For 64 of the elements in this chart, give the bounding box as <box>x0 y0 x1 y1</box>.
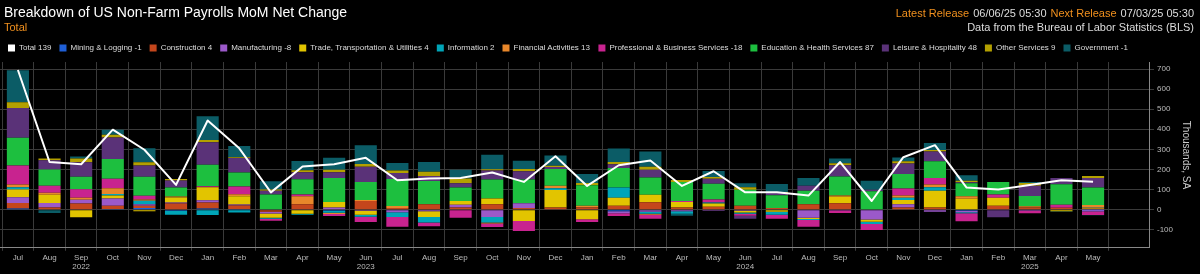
x-tick-label: Oct <box>865 252 879 262</box>
x-tick-label: Jan <box>960 252 974 262</box>
legend-label: Leisure & Hospitality 48 <box>892 43 978 53</box>
x-tick-label: Mar <box>643 252 658 262</box>
x-tick-label: Jan <box>580 252 594 262</box>
legend-label: Professional & Business Services -18 <box>609 43 743 53</box>
text: Data from the Bureau of Labor Statistics (BLS) <box>967 21 1194 33</box>
x-tick-label: Mar <box>264 252 279 262</box>
y-tick-label: 0 <box>1156 204 1162 214</box>
x-tick-label: Jul <box>771 252 783 262</box>
x-tick-label: Jun 2024 <box>736 252 755 272</box>
legend-label: Mining & Logging -1 <box>70 43 143 53</box>
x-tick-label: Feb <box>611 252 627 262</box>
x-tick-label: Oct <box>106 252 120 262</box>
text: 06/06/25 05:30 <box>973 7 1047 19</box>
x-tick-label: Apr <box>296 252 310 262</box>
legend-label: Manufacturing -8 <box>231 43 292 53</box>
x-tick-label: Jun 2023 <box>356 252 376 272</box>
x-tick-label: Nov <box>516 252 531 262</box>
x-tick-label: Apr <box>1055 252 1069 262</box>
x-tick-label: Oct <box>486 252 500 262</box>
y-tick-label: 100 <box>1156 184 1171 194</box>
legend-label: Information 2 <box>447 43 496 53</box>
legend-label: Government -1 <box>1074 43 1129 53</box>
chart-title: Breakdown of US Non-Farm Payrolls MoM Net Change <box>4 4 348 20</box>
x-tick-label: Jan <box>201 252 215 262</box>
legend-label: Financial Activities 13 <box>513 43 591 53</box>
text: Latest Release <box>895 7 970 19</box>
y-tick-label: 700 <box>1156 64 1171 74</box>
text: Next Release <box>1050 7 1117 19</box>
y-axis-title: Thousands, SA <box>1181 120 1193 190</box>
x-tick-label: Aug <box>42 252 57 262</box>
x-tick-label: Sep <box>453 252 469 262</box>
x-tick-label: Feb <box>232 252 247 262</box>
y-tick-label: 600 <box>1156 84 1171 94</box>
x-tick-label: Aug <box>421 252 437 262</box>
y-tick-label: 300 <box>1156 144 1171 154</box>
x-tick-label: May <box>706 252 722 262</box>
x-tick-label: Dec <box>927 252 943 262</box>
legend-label: Other Services 9 <box>995 43 1057 53</box>
x-tick-label: Feb <box>991 252 1006 262</box>
x-tick-label: Jul <box>12 252 24 262</box>
x-tick-label: May <box>326 252 342 262</box>
x-tick-label: Sep <box>832 252 848 262</box>
legend-label: Education & Health Services 87 <box>761 43 875 53</box>
x-tick-label: May <box>1085 252 1101 262</box>
x-tick-label: Sep 2022 <box>72 252 91 272</box>
x-tick-label: Apr <box>675 252 689 262</box>
y-tick-label: 500 <box>1156 104 1171 114</box>
x-tick-label: Dec <box>548 252 563 262</box>
x-tick-label: Nov <box>896 252 911 262</box>
x-tick-label: Nov <box>137 252 152 262</box>
x-tick-label: Dec <box>168 252 184 262</box>
text: 07/03/25 05:30 <box>1120 7 1194 19</box>
legend-label: Total 139 <box>19 43 53 53</box>
y-tick-label: 400 <box>1156 124 1171 134</box>
legend-label: Trade, Transportation & Utilities 4 <box>310 43 430 53</box>
x-tick-label: Jul <box>392 252 403 262</box>
legend-label: Construction 4 <box>160 43 213 53</box>
y-tick-label: -100 <box>1156 224 1174 234</box>
chart-subtitle: Total <box>4 21 28 33</box>
y-tick-label: 200 <box>1156 164 1171 174</box>
x-tick-label: Mar 2025 <box>1020 252 1040 272</box>
x-tick-label: Aug <box>801 252 816 262</box>
